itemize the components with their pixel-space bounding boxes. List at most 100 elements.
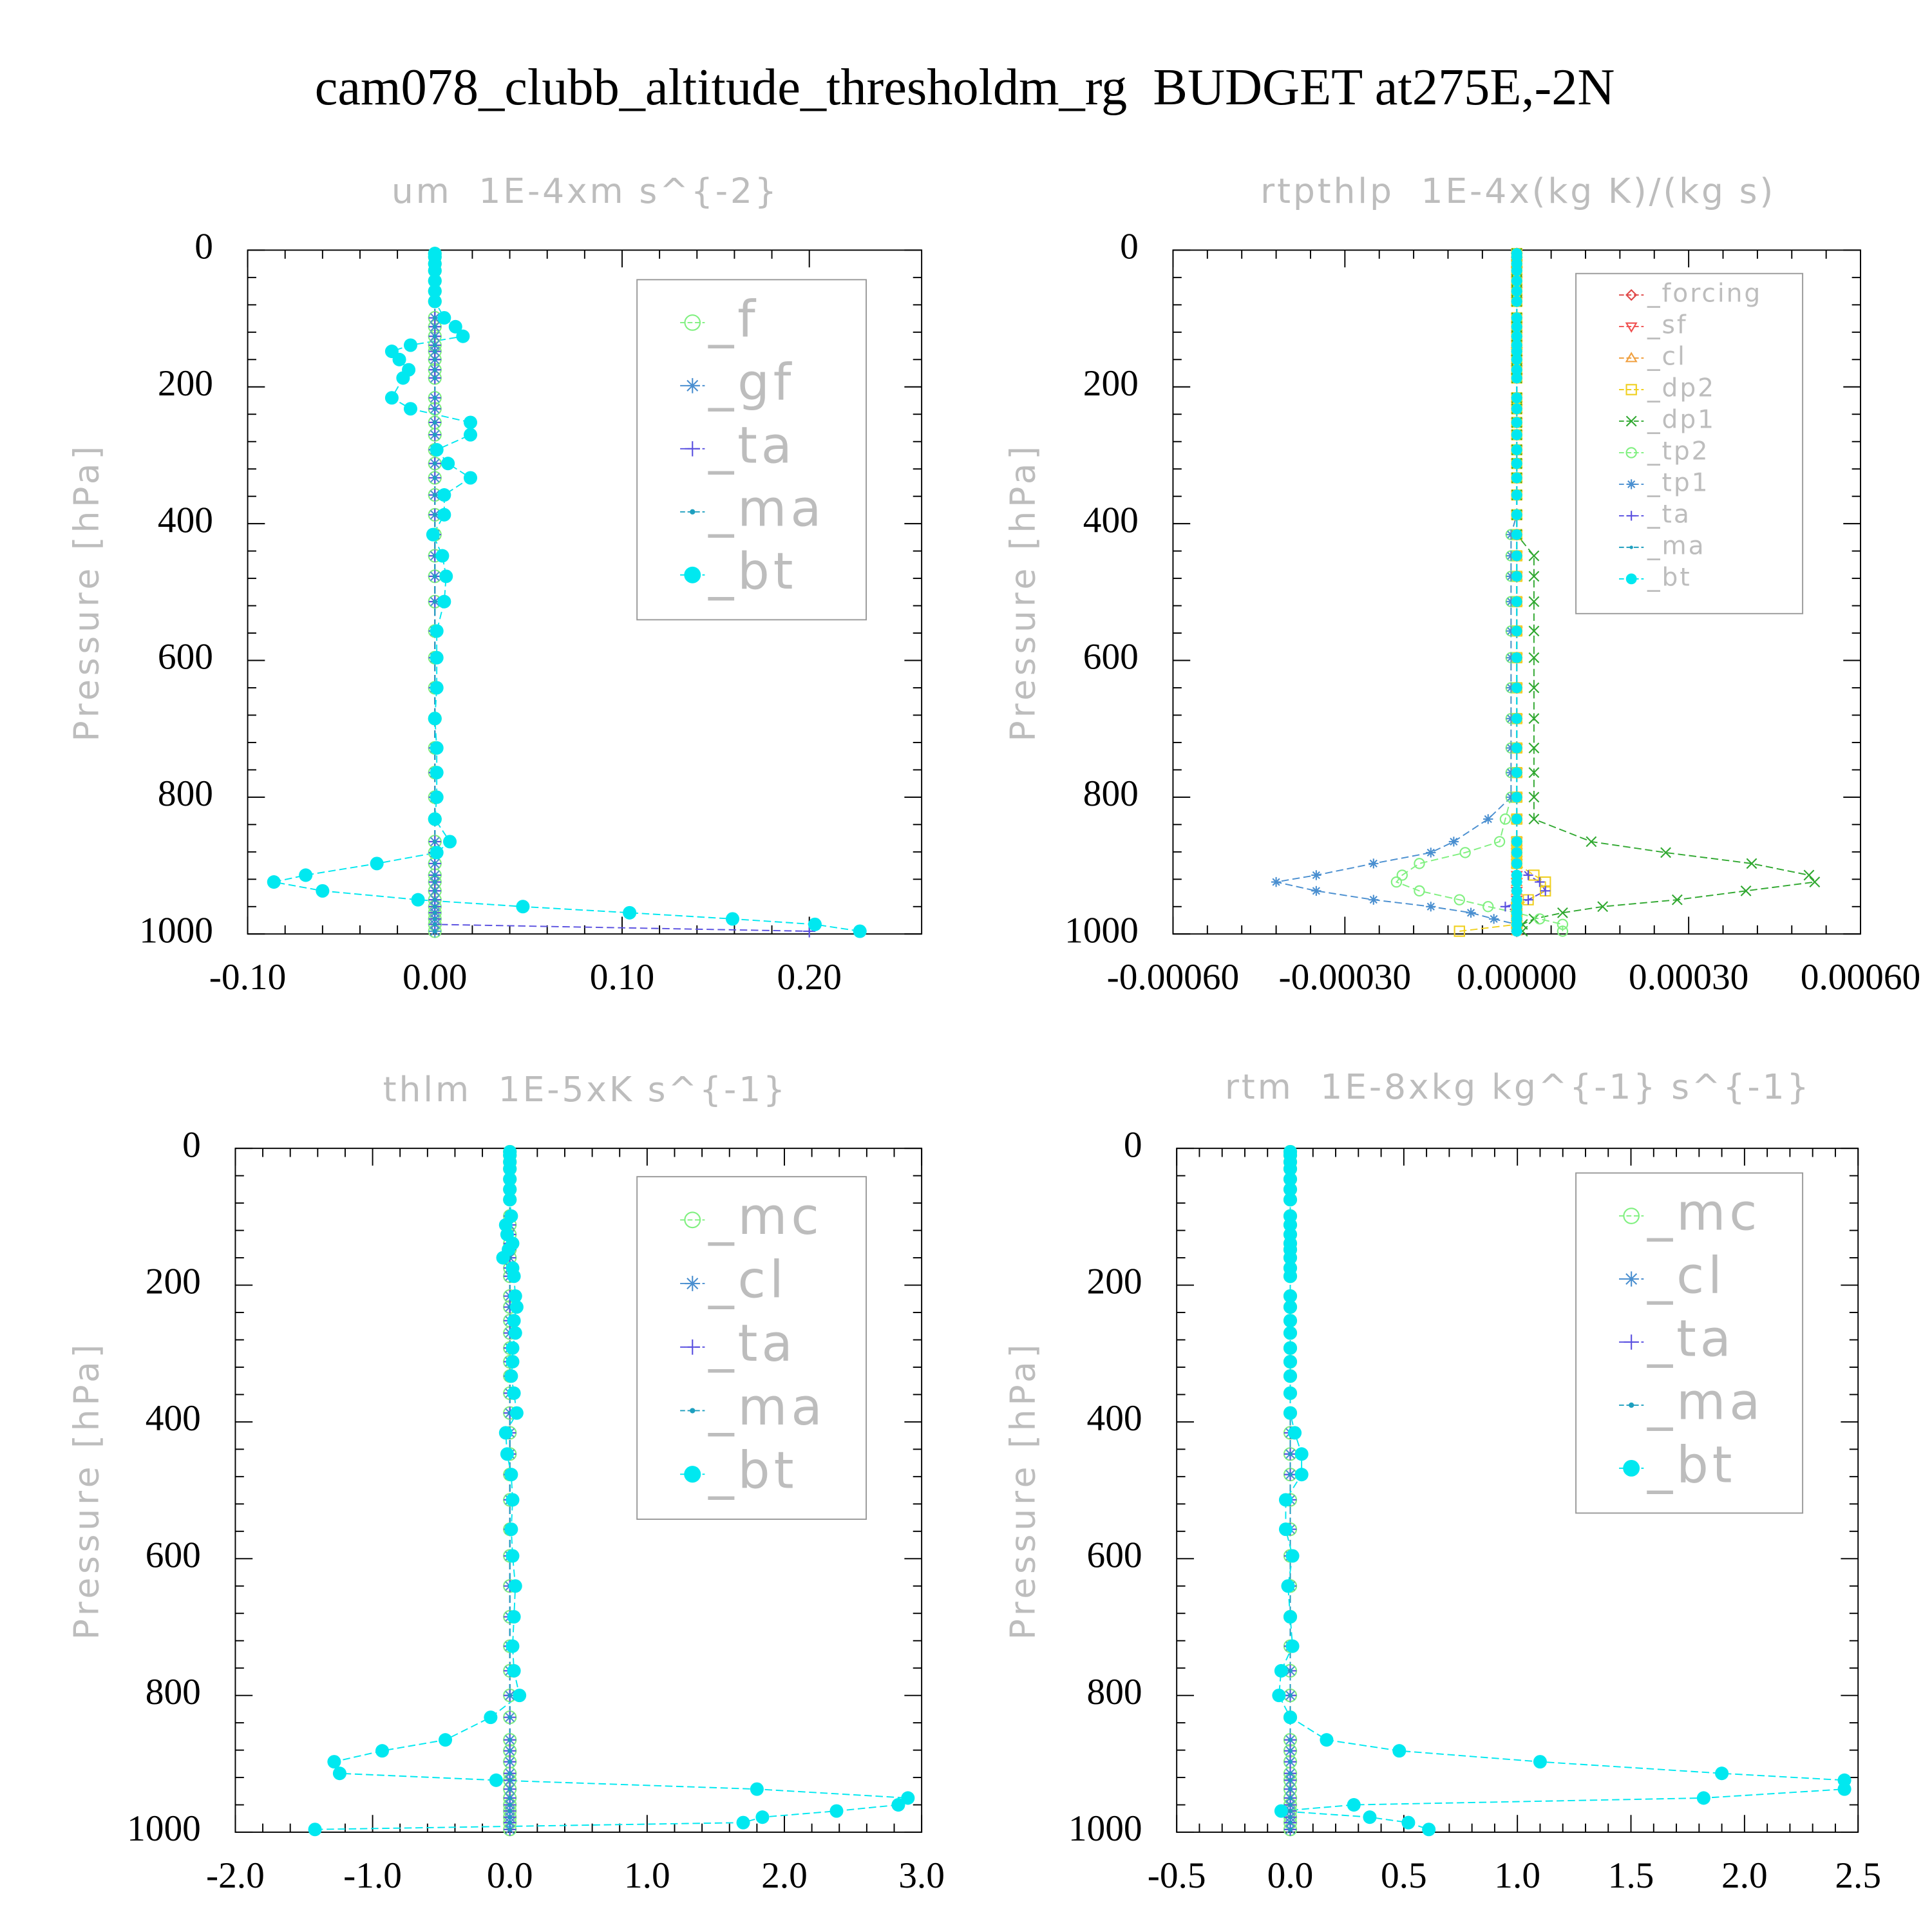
data-point: [1499, 813, 1511, 825]
y-axis-label: Pressure [hPa]: [1002, 1341, 1043, 1640]
data-point: [1511, 489, 1522, 500]
y-tick-label: 400: [1087, 1398, 1142, 1439]
legend-label: _ta: [708, 1314, 797, 1373]
data-point: [1511, 296, 1522, 307]
data-point: [403, 338, 418, 352]
data-point: [507, 1777, 513, 1783]
legend-marker: [684, 566, 701, 583]
data-point: [448, 319, 462, 334]
y-tick-label: 1000: [139, 910, 213, 951]
data-point: [507, 1314, 521, 1328]
data-point: [901, 1791, 915, 1805]
y-tick-label: 600: [146, 1535, 201, 1575]
data-point: [432, 839, 437, 844]
data-point: [1511, 330, 1522, 342]
data-point: [426, 527, 440, 542]
data-point: [1283, 1354, 1298, 1368]
data-point: [504, 1369, 518, 1383]
data-point: [1454, 894, 1465, 905]
data-point: [1746, 858, 1757, 869]
data-point: [430, 846, 444, 860]
data-point: [435, 549, 450, 563]
data-point: [428, 812, 442, 826]
data-point: [507, 1759, 513, 1765]
x-tick-label: 0.20: [777, 957, 841, 998]
data-point: [1422, 1823, 1436, 1837]
data-point: [1540, 885, 1551, 897]
legend-marker: [1625, 447, 1637, 459]
legend-label: _ma: [1647, 531, 1706, 560]
data-point: [1294, 1468, 1309, 1482]
data-point: [1285, 1549, 1300, 1563]
x-tick-label: 0.10: [590, 957, 654, 998]
data-point: [507, 1386, 521, 1400]
legend-label: _ma: [708, 1378, 826, 1437]
data-point: [1660, 847, 1671, 858]
data-point: [508, 1579, 522, 1593]
data-point: [1511, 858, 1522, 869]
data-point: [437, 507, 451, 522]
data-point: [1500, 902, 1511, 912]
data-point: [1283, 1218, 1298, 1232]
x-tick-label: 0.00030: [1629, 957, 1748, 998]
data-point: [1511, 321, 1522, 332]
data-point: [507, 1663, 521, 1678]
x-tick-label: -0.5: [1148, 1855, 1206, 1896]
data-point: [428, 263, 442, 278]
data-point: [1283, 1269, 1298, 1283]
x-tick-label: 0.5: [1381, 1855, 1427, 1896]
data-point: [1401, 1815, 1416, 1830]
y-tick-label: 800: [1083, 773, 1139, 814]
data-point: [439, 569, 453, 583]
data-point: [443, 835, 457, 849]
legend-marker: [690, 1408, 696, 1414]
data-point: [1506, 743, 1516, 753]
data-point: [1511, 472, 1522, 484]
data-point: [1281, 1579, 1295, 1593]
data-point: [1523, 870, 1533, 880]
data-point: [1311, 870, 1321, 880]
data-point: [506, 1493, 520, 1507]
data-point: [1288, 1748, 1293, 1754]
legend-marker: [685, 1276, 701, 1291]
data-point: [1511, 652, 1522, 663]
data-point: [1511, 312, 1522, 323]
data-point: [1274, 1663, 1288, 1678]
data-point: [1803, 869, 1815, 881]
data-point: [430, 624, 444, 638]
data-point: [507, 1748, 513, 1754]
x-tick-label: 0.00: [402, 957, 467, 998]
data-point: [507, 1693, 513, 1698]
y-axis-label: Pressure [hPa]: [66, 442, 106, 742]
legend-label: _dp1: [1647, 405, 1716, 434]
data-point: [1283, 1710, 1298, 1725]
data-point: [1283, 1182, 1298, 1197]
y-axis-label: Pressure [hPa]: [1002, 442, 1043, 742]
data-point: [1511, 713, 1522, 724]
legend-marker: [684, 1466, 701, 1483]
y-tick-label: 1000: [1068, 1808, 1142, 1849]
legend-label: _mc: [1647, 1184, 1761, 1242]
y-tick-label: 800: [158, 773, 213, 814]
data-point: [432, 343, 437, 348]
legend-label: _bt: [708, 1441, 797, 1501]
data-point: [1715, 1766, 1729, 1781]
data-point: [1448, 837, 1459, 847]
data-point: [432, 574, 437, 579]
data-point: [1540, 886, 1551, 896]
y-tick-label: 800: [146, 1672, 201, 1712]
data-point: [432, 395, 437, 401]
legend-label: _ta: [1647, 1309, 1735, 1368]
y-tick-label: 200: [158, 363, 213, 404]
legend-marker: [1625, 352, 1638, 363]
panel-title: rtm 1E-8xkg kg^{-1} s^{-1}: [1225, 1066, 1811, 1107]
data-point: [507, 1820, 513, 1825]
data-point: [507, 1795, 513, 1801]
data-point: [1586, 836, 1597, 848]
data-point: [507, 1827, 513, 1832]
data-point: [1837, 1782, 1852, 1796]
y-tick-label: 0: [194, 227, 213, 267]
data-point: [1696, 1791, 1710, 1805]
data-point: [1740, 885, 1752, 896]
